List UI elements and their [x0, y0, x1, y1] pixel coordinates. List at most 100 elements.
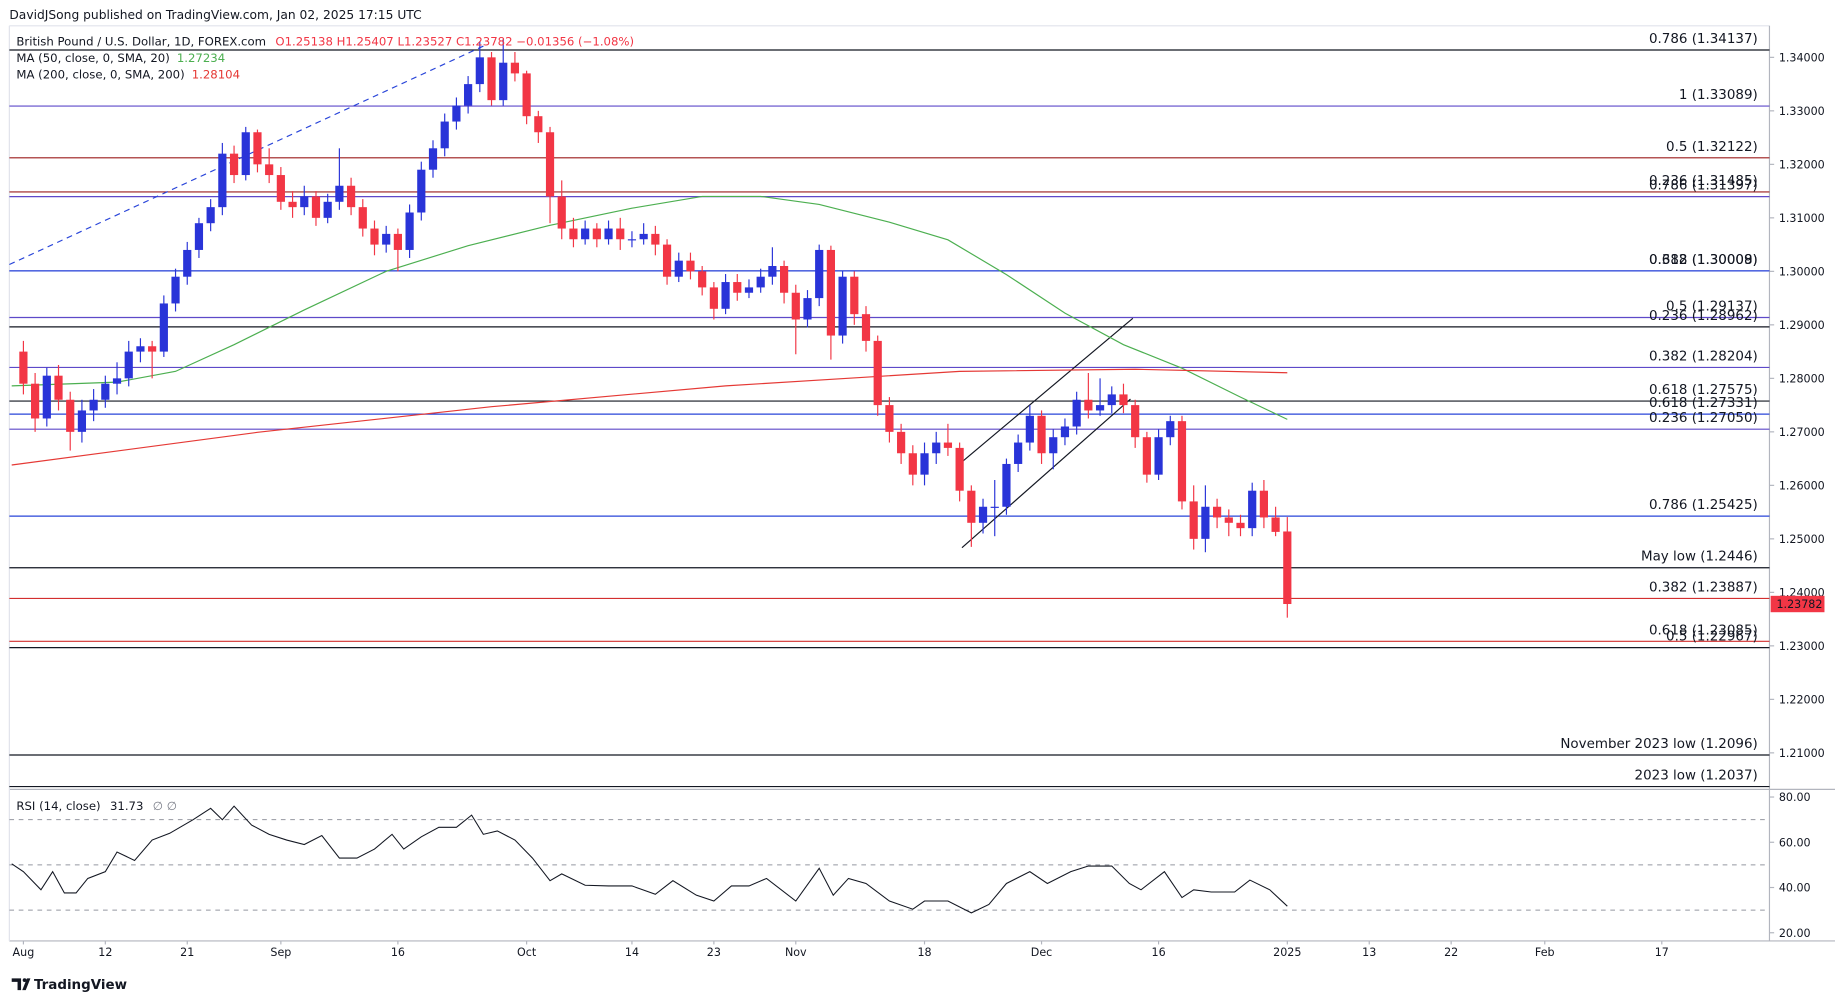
level-label: 0.618 (1.27575) — [1649, 383, 1758, 398]
candle-body — [768, 265, 777, 277]
candle-body — [510, 62, 520, 74]
candle-body — [311, 196, 321, 218]
candle-body — [709, 287, 718, 309]
candle-body — [253, 132, 262, 165]
candle-body — [850, 276, 859, 315]
x-tick-label: 18 — [917, 946, 931, 959]
candle-body — [885, 405, 894, 432]
y-tick-label: 60.00 — [1779, 836, 1811, 849]
candle-body — [545, 132, 555, 197]
candle-body — [19, 351, 28, 384]
candle-body — [89, 399, 98, 411]
candle-body — [569, 228, 578, 240]
level-label: 0.5 (1.32122) — [1666, 140, 1758, 155]
candle-body — [1014, 442, 1023, 464]
candle-body — [370, 228, 379, 245]
moving-average — [11, 368, 1288, 466]
candle-body — [1259, 490, 1268, 518]
x-tick-label: Aug — [13, 946, 35, 959]
candle-body — [978, 506, 988, 523]
fib-anchor-line — [9, 43, 488, 266]
candle-body — [1060, 426, 1070, 438]
logo-dot — [22, 978, 27, 983]
candle-body — [791, 292, 800, 320]
candle-body — [1142, 437, 1151, 475]
candle-body — [581, 228, 590, 240]
x-tick-label: 21 — [180, 946, 194, 959]
candle-body — [335, 185, 344, 202]
level-label: 0.382 (1.28204) — [1649, 349, 1758, 364]
candle-body — [382, 233, 391, 245]
publisher-line: DavidJSong published on TradingView.com,… — [9, 8, 421, 22]
level-label: 0.5 (1.29137) — [1666, 299, 1758, 314]
candle-body — [405, 212, 414, 250]
candle-body — [194, 223, 204, 250]
candle-body — [1271, 517, 1280, 532]
x-tick-label: Nov — [785, 946, 807, 959]
candle-body — [487, 57, 496, 101]
marks-layer: 1.210001.220001.230001.240001.250001.260… — [11, 32, 1825, 959]
candle-body — [534, 116, 543, 133]
candle-body — [686, 260, 695, 272]
candle-body — [440, 121, 449, 149]
candle-body — [1025, 415, 1034, 443]
y-tick-label: 40.00 — [1779, 882, 1811, 895]
level-label: 0.382 (1.30009) — [1649, 253, 1758, 268]
candle-body — [229, 153, 239, 176]
rsi-status: ∅ ∅ — [153, 799, 177, 813]
level-label: 0.786 (1.31397) — [1649, 179, 1758, 194]
candle-body — [346, 185, 356, 208]
candle-body — [1236, 522, 1245, 529]
candle-body — [967, 490, 976, 523]
candle-body — [604, 228, 613, 240]
level-label: 0.236 (1.28962) — [1649, 309, 1758, 324]
candle-body — [897, 431, 906, 454]
level-label: 0.236 (1.31485) — [1649, 174, 1758, 189]
ma200-name: MA (200, close, 0, SMA, 200) — [16, 67, 184, 81]
y-tick-label: 1.31000 — [1779, 212, 1825, 225]
y-tick-label: 1.21000 — [1779, 747, 1825, 760]
candle-body — [698, 271, 707, 288]
level-label: 0.5 (1.22967) — [1666, 630, 1758, 645]
level-label: 1 (1.33089) — [1679, 88, 1758, 103]
candle-body — [358, 207, 367, 229]
y-tick-label: 1.25000 — [1779, 533, 1825, 546]
moving-average — [11, 195, 1288, 420]
symbol-title: British Pound / U.S. Dollar, 1D, FOREX.c… — [16, 35, 266, 49]
y-tick-label: 1.30000 — [1779, 265, 1825, 278]
ma200-value: 1.28104 — [192, 67, 240, 81]
x-tick-label: 16 — [391, 946, 405, 959]
candle-body — [873, 340, 882, 406]
candle-body — [31, 383, 40, 419]
candle-body — [557, 196, 566, 229]
candle-body — [159, 303, 168, 352]
ma50-value: 1.27234 — [177, 51, 225, 65]
y-tick-label: 1.34000 — [1779, 51, 1825, 64]
y-tick-label: 20.00 — [1779, 927, 1811, 940]
candle-body — [639, 233, 648, 240]
candle-body — [1166, 421, 1175, 438]
x-tick-label: 12 — [98, 946, 112, 959]
ma200-legend: MA (200, close, 0, SMA, 200) 1.28104 — [16, 67, 240, 81]
x-tick-label: 14 — [625, 946, 639, 959]
level-label: 0.786 (1.25425) — [1649, 498, 1758, 513]
level-label: 0.618 (1.23085) — [1649, 623, 1758, 638]
candle-body — [861, 314, 871, 341]
y-tick-label: 1.32000 — [1779, 158, 1825, 171]
candle-body — [428, 148, 438, 170]
candle-body — [323, 201, 332, 218]
y-tick-label: 1.23000 — [1779, 640, 1825, 653]
level-label: May low (1.2446) — [1641, 550, 1758, 565]
candle-body — [417, 169, 426, 213]
x-tick-label: Feb — [1535, 946, 1555, 959]
rsi-name: RSI (14, close) — [16, 799, 100, 813]
x-tick-label: 13 — [1362, 946, 1376, 959]
candle-body — [1119, 394, 1128, 406]
candle-body — [838, 276, 847, 336]
candle-body — [1095, 405, 1105, 411]
last-price-tag — [1770, 595, 1825, 613]
x-tick-label: 23 — [707, 946, 721, 959]
channel-lower — [961, 398, 1131, 549]
candle-body — [1212, 506, 1222, 518]
candle-body — [241, 132, 250, 176]
